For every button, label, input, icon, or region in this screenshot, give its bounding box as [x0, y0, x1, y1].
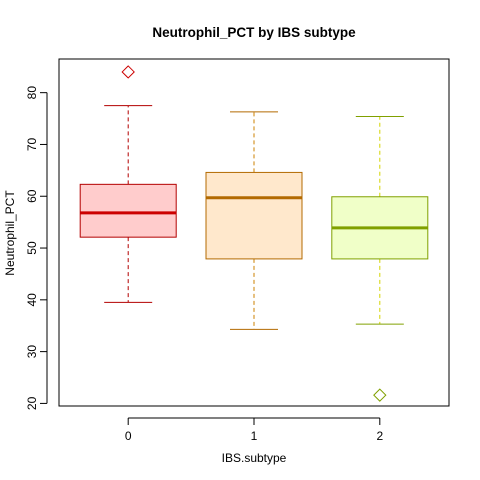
chart-title: Neutrophil_PCT by IBS subtype	[152, 25, 356, 40]
x-tick-label: 0	[125, 429, 132, 443]
chart-marks: 20 30 40 50 60 70 80 0 1 2	[25, 65, 429, 443]
x-axis-label: IBS.subtype	[222, 451, 287, 465]
outlier-point	[121, 65, 135, 79]
y-tick-label: 60	[25, 189, 39, 203]
iqr-box	[205, 171, 303, 260]
y-tick-label: 20	[25, 396, 39, 410]
plot-frame	[58, 58, 450, 407]
y-tick-label: 40	[25, 293, 39, 307]
x-tick-label: 2	[376, 429, 383, 443]
iqr-box	[79, 183, 177, 238]
x-tick-label: 1	[251, 429, 258, 443]
y-tick-label: 70	[25, 137, 39, 151]
outlier-point	[373, 388, 387, 402]
y-tick-label: 80	[25, 86, 39, 100]
y-tick-label: 30	[25, 345, 39, 359]
y-axis-label: Neutrophil_PCT	[3, 190, 17, 276]
y-tick-label: 50	[25, 241, 39, 255]
